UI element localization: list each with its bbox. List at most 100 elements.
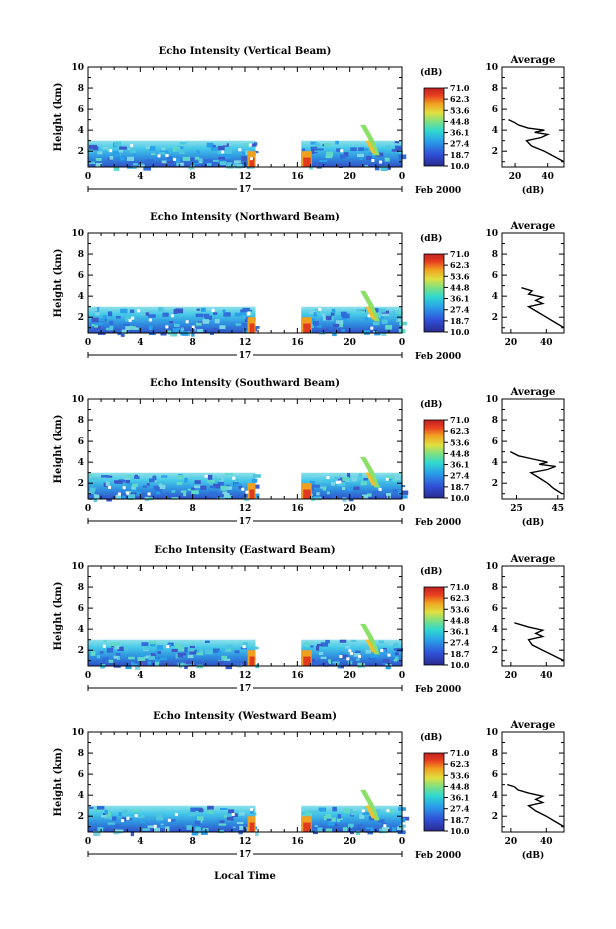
y-axis-label: Height (km) <box>53 249 64 318</box>
echo-cell <box>350 639 357 642</box>
x-tick-label: 20 <box>343 504 356 514</box>
echo-cell <box>125 325 134 330</box>
echo-cell <box>93 326 102 330</box>
echo-cell <box>90 651 96 656</box>
colorbar-tick-label: 27.4 <box>450 305 470 315</box>
colorbar <box>423 253 445 333</box>
colorbar-tick-label: 53.6 <box>450 770 470 780</box>
echo-cell <box>106 647 114 653</box>
echo-cell <box>346 473 351 478</box>
echo-cell <box>123 323 130 327</box>
echo-cell <box>133 327 139 330</box>
echo-cell <box>225 665 233 670</box>
echo-cell <box>191 831 199 836</box>
echo-cell <box>316 324 322 328</box>
echo-cell <box>337 478 345 482</box>
panel-title: Echo Intensity (Vertical Beam) <box>159 46 332 57</box>
echo-cell <box>352 808 357 812</box>
echo-cell <box>200 485 207 490</box>
echo-cell <box>102 315 107 321</box>
y-tick-label: 2 <box>78 147 84 157</box>
missing-cell <box>338 480 342 484</box>
colorbar-tick-label: 36.1 <box>450 793 469 803</box>
echo-cell <box>129 491 137 495</box>
echo-cell <box>161 147 166 153</box>
echo-cell <box>172 332 177 336</box>
x-tick-label: 16 <box>291 837 304 847</box>
y-tick-label: 8 <box>78 250 84 260</box>
echo-cell <box>200 830 208 835</box>
echo-cell <box>177 652 183 658</box>
echo-cell <box>195 322 202 326</box>
echo-cell <box>365 649 372 654</box>
echo-cell <box>250 143 257 147</box>
echo-cell <box>311 474 319 478</box>
echo-cell <box>223 493 230 498</box>
echo-cell <box>196 150 200 154</box>
echo-cell <box>141 312 145 315</box>
echo-cell <box>204 640 210 643</box>
echo-cell <box>160 824 165 829</box>
echo-cell <box>313 150 318 154</box>
echo-cell <box>130 326 137 330</box>
echo-cell <box>178 150 185 155</box>
echo-cell <box>372 322 380 326</box>
echo-cell <box>368 657 376 661</box>
echo-cell <box>179 162 184 166</box>
echo-cell <box>88 144 97 150</box>
missing-cell <box>241 487 245 491</box>
missing-cell <box>166 645 170 649</box>
x-tick-label: 4 <box>137 671 143 681</box>
echo-cell <box>130 162 134 167</box>
echo-cell <box>352 810 357 814</box>
echo-cell <box>128 817 133 821</box>
missing-cell <box>379 160 383 164</box>
echo-cell <box>314 661 318 666</box>
echo-cell <box>109 320 114 325</box>
echo-cell <box>130 831 135 837</box>
echo-cell <box>357 662 362 668</box>
echo-cell <box>113 655 119 659</box>
panel-1: Echo Intensity (Northward Beam) 2 4 6 8 10 Hei… <box>53 212 565 362</box>
colorbar-tick-label: 71.0 <box>450 748 470 758</box>
echo-cell <box>314 824 318 827</box>
missing-cell <box>211 308 215 312</box>
profile-y-tick-label: 8 <box>492 583 498 593</box>
echo-cell <box>241 152 246 155</box>
echo-cell <box>374 308 379 313</box>
echo-cell <box>207 805 214 810</box>
echo-cell <box>125 479 130 484</box>
echo-cell <box>199 819 203 823</box>
echo-cell <box>364 317 369 322</box>
echo-cell <box>242 642 249 647</box>
colorbar-tick-label: 36.1 <box>450 128 469 138</box>
echo-cell <box>253 646 259 650</box>
echo-cell <box>224 486 232 490</box>
echo-cell <box>181 652 187 656</box>
colorbar-tick-label: 71.0 <box>450 249 470 259</box>
profile-frame <box>501 731 565 833</box>
profile-y-tick-label: 4 <box>492 126 498 136</box>
echo-cell <box>378 819 385 823</box>
echo-strong <box>303 489 311 499</box>
echo-cell <box>240 647 247 650</box>
profile-title: Average <box>510 387 556 398</box>
x-tick-label: 16 <box>291 338 304 348</box>
echo-cell <box>97 332 106 335</box>
colorbar-tick-label: 18.7 <box>450 482 469 492</box>
panel-title: Echo Intensity (Eastward Beam) <box>154 545 335 556</box>
echo-cell <box>331 308 336 314</box>
echo-cell <box>98 662 102 665</box>
echo-cell <box>156 816 164 821</box>
missing-cell <box>134 814 138 818</box>
echo-cell <box>184 477 188 483</box>
profile-line <box>509 450 563 495</box>
echo-cell <box>401 495 408 499</box>
echo-cell <box>254 325 260 329</box>
echo-cell <box>342 486 346 491</box>
echo-strong <box>249 822 255 832</box>
echo-cell <box>342 476 350 481</box>
missing-cell <box>109 149 113 153</box>
echo-cell <box>244 143 252 147</box>
missing-cell <box>318 308 322 312</box>
